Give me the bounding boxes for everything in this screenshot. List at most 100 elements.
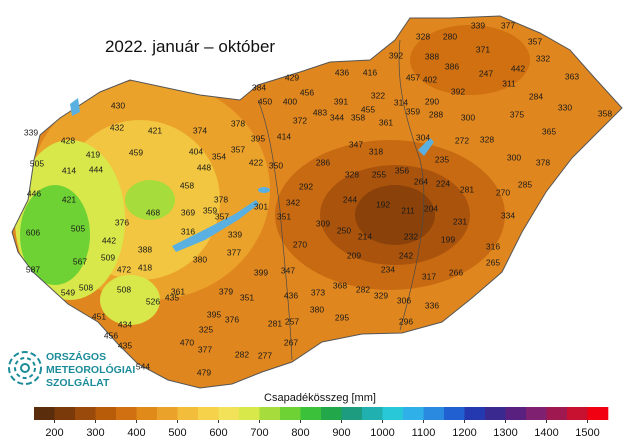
station-value: 199 [441, 234, 455, 244]
legend-swatch [218, 407, 240, 420]
station-value: 250 [337, 225, 351, 235]
legend-tick-label: 1200 [452, 427, 476, 439]
station-value: 354 [212, 151, 226, 161]
station-value: 378 [231, 118, 245, 128]
station-value: 211 [401, 205, 415, 215]
station-value: 442 [102, 235, 116, 245]
station-value: 192 [376, 199, 390, 209]
station-value: 373 [311, 287, 325, 297]
legend-tick-label: 1400 [534, 427, 558, 439]
station-value: 446 [27, 188, 41, 198]
station-value: 309 [316, 218, 330, 228]
legend-tick-label: 300 [86, 427, 104, 439]
legend-swatch [300, 407, 322, 420]
station-value: 421 [148, 125, 162, 135]
legend-swatch [321, 407, 342, 420]
legend-tick-label: 1300 [493, 427, 517, 439]
legend-swatch [198, 407, 219, 420]
legend-swatch [444, 407, 465, 420]
logo-line: ORSZÁGOS [46, 350, 106, 363]
station-value: 483 [313, 107, 327, 117]
station-value: 400 [283, 96, 297, 106]
legend-tick-label: 600 [209, 427, 227, 439]
lake-balaton [172, 200, 259, 252]
station-value: 505 [30, 158, 44, 168]
legend-swatch [136, 407, 158, 420]
station-value: 214 [358, 231, 372, 241]
station-value: 468 [146, 207, 160, 217]
legend-swatch [75, 407, 96, 420]
legend-swatch [341, 407, 363, 420]
station-value: 357 [528, 36, 542, 46]
station-value: 395 [251, 133, 265, 143]
map-title: 2022. január – október [105, 37, 275, 56]
legend-tick-label: 500 [168, 427, 186, 439]
station-value: 235 [435, 154, 449, 164]
legend-tick-label: 200 [45, 427, 63, 439]
station-value: 388 [425, 51, 439, 61]
station-value: 549 [61, 287, 75, 297]
station-value: 380 [310, 304, 324, 314]
station-value: 432 [110, 122, 124, 132]
station-value: 357 [231, 144, 245, 154]
station-value: 351 [240, 292, 254, 302]
station-value: 295 [335, 312, 349, 322]
station-value: 374 [193, 125, 207, 135]
station-value: 459 [129, 147, 143, 157]
station-value: 322 [371, 90, 385, 100]
station-value: 234 [381, 264, 395, 274]
station-value: 231 [453, 216, 467, 226]
station-value: 386 [445, 61, 459, 71]
lake-velence [258, 187, 270, 193]
logo-line: SZOLGÁLAT [46, 376, 110, 389]
legend-swatch [280, 407, 301, 420]
station-value: 377 [501, 20, 515, 30]
station-value: 204 [424, 203, 438, 213]
legend-swatch [259, 407, 281, 420]
station-value: 284 [529, 91, 543, 101]
station-value: 328 [345, 169, 359, 179]
station-value: 255 [372, 169, 386, 179]
legend-swatch [116, 407, 137, 420]
station-value: 451 [92, 311, 106, 321]
station-value: 328 [480, 134, 494, 144]
station-value: 434 [118, 319, 132, 329]
station-value: 316 [486, 241, 500, 251]
legend-tick-label: 1500 [575, 427, 599, 439]
legend-swatch [567, 407, 588, 420]
station-value: 444 [89, 164, 103, 174]
station-value: 456 [104, 330, 118, 340]
legend-swatch [464, 407, 486, 420]
station-value: 329 [374, 290, 388, 300]
station-value: 296 [399, 316, 413, 326]
legend-tick-label: 1000 [370, 427, 394, 439]
station-value: 290 [425, 96, 439, 106]
station-value: 272 [455, 135, 469, 145]
station-value: 358 [351, 112, 365, 122]
station-value: 361 [379, 117, 393, 127]
station-value: 224 [436, 178, 450, 188]
station-value: 450 [258, 96, 272, 106]
legend-swatch [587, 407, 609, 420]
station-value: 209 [347, 250, 361, 260]
station-value: 301 [254, 201, 268, 211]
station-value: 330 [558, 102, 572, 112]
station-value: 379 [219, 286, 233, 296]
station-value: 359 [406, 106, 420, 116]
station-value: 384 [252, 82, 266, 92]
station-value: 282 [235, 349, 249, 359]
station-value: 368 [333, 280, 347, 290]
station-value: 300 [507, 152, 521, 162]
station-value: 404 [189, 146, 203, 156]
station-value: 314 [394, 97, 408, 107]
station-value: 359 [203, 205, 217, 215]
station-value: 270 [496, 187, 510, 197]
legend-tick-label: 900 [332, 427, 350, 439]
station-value: 436 [335, 67, 349, 77]
station-value: 395 [207, 309, 221, 319]
station-value: 606 [26, 227, 40, 237]
station-value: 265 [486, 257, 500, 267]
station-value: 375 [510, 109, 524, 119]
station-value: 270 [293, 239, 307, 249]
legend-swatch [157, 407, 178, 420]
